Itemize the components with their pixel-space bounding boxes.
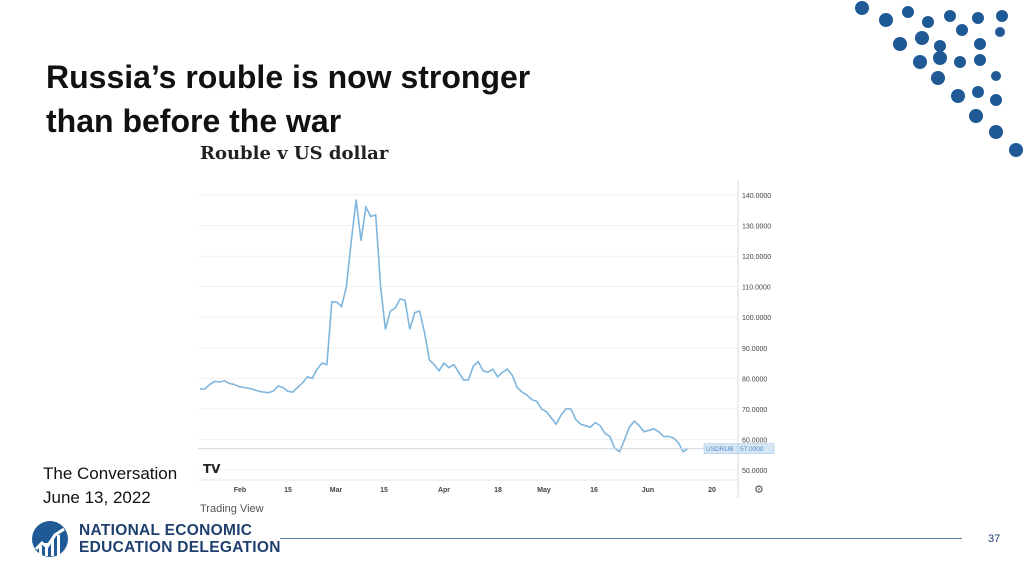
logo-line-1: NATIONAL ECONOMIC <box>79 522 253 539</box>
x-tick-label: 15 <box>380 487 388 494</box>
chart-source-label: Trading View <box>200 503 264 515</box>
decorative-dot <box>990 94 1002 106</box>
series-line-usdrub <box>200 199 689 453</box>
y-tick-label: 140.0000 <box>742 193 771 200</box>
x-tick-label: May <box>537 487 551 494</box>
decorative-dot <box>954 56 966 68</box>
x-tick-label: 15 <box>284 487 292 494</box>
x-tick-label: Apr <box>438 487 450 494</box>
decorative-dot <box>974 54 986 66</box>
settings-gear-icon: ⚙ <box>754 484 764 496</box>
decorative-dot <box>996 10 1008 22</box>
decorative-dot <box>931 71 945 85</box>
x-tick-label: Feb <box>234 487 246 494</box>
slide-title-line-1: Russia’s rouble is now stronger <box>46 59 531 95</box>
logo-line-2: EDUCATION DELEGATION <box>79 539 281 556</box>
y-tick-label: 120.0000 <box>742 254 771 261</box>
decorative-dot <box>974 38 986 50</box>
decorative-dot <box>855 1 869 15</box>
nfeed-logo-icon <box>32 521 68 557</box>
tradingview-logo: TV <box>203 462 221 476</box>
decorative-dot <box>969 109 983 123</box>
y-tick-label: 130.0000 <box>742 224 771 231</box>
decorative-dot <box>951 89 965 103</box>
decorative-dot-pattern <box>855 1 1023 157</box>
x-tick-label: 20 <box>708 487 716 494</box>
slide-title: Russia’s rouble is now stronger than bef… <box>46 55 606 143</box>
y-tick-label: 90.0000 <box>742 346 767 353</box>
source-citation: The Conversation June 13, 2022 <box>43 462 177 510</box>
decorative-dot <box>879 13 893 27</box>
current-value-label: 57.0000 <box>740 446 764 453</box>
current-series-label: USDRUB <box>706 446 733 453</box>
line-chart: 140.0000 130.0000 120.0000 110.0000 100.0000… <box>198 180 775 498</box>
decorative-dot <box>902 6 914 18</box>
decorative-dot <box>922 16 934 28</box>
decorative-dot <box>972 86 984 98</box>
current-value-box <box>737 443 775 454</box>
y-tick-label: 80.0000 <box>742 376 767 383</box>
decorative-dot <box>1009 143 1023 157</box>
decorative-dot <box>972 12 984 24</box>
y-tick-label: 60.0000 <box>742 437 767 444</box>
x-tick-label: 18 <box>494 487 502 494</box>
page-number: 37 <box>988 533 1001 545</box>
y-tick-label: 70.0000 <box>742 407 767 414</box>
decorative-dot <box>934 40 946 52</box>
x-tick-label: Mar <box>330 487 343 494</box>
source-date: June 13, 2022 <box>43 488 151 507</box>
organization-name: NATIONAL ECONOMIC EDUCATION DELEGATION <box>79 522 281 556</box>
y-tick-label: 110.0000 <box>742 285 771 292</box>
chart-title: Rouble v US dollar <box>200 143 389 164</box>
y-tick-label: 100.0000 <box>742 315 771 322</box>
x-tick-label: 16 <box>590 487 598 494</box>
slide-title-line-2: than before the war <box>46 103 342 139</box>
decorative-dot <box>893 37 907 51</box>
decorative-dot <box>995 27 1005 37</box>
decorative-dot <box>956 24 968 36</box>
footer-divider <box>280 538 962 539</box>
decorative-dot <box>989 125 1003 139</box>
x-tick-label: Jun <box>642 487 654 494</box>
decorative-dot <box>933 51 947 65</box>
decorative-dot <box>915 31 929 45</box>
source-name: The Conversation <box>43 464 178 483</box>
decorative-dot <box>991 71 1001 81</box>
y-tick-label: 50.0000 <box>742 468 767 475</box>
decorative-dot <box>944 10 956 22</box>
decorative-dot <box>913 55 927 69</box>
